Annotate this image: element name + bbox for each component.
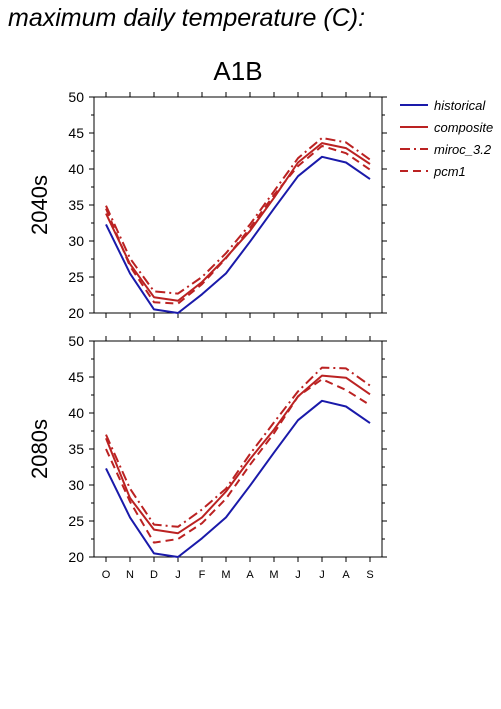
series-line-miroc-3-2 — [105, 366, 371, 528]
x-tick-label: D — [150, 569, 158, 581]
y-tick-label: 35 — [68, 197, 84, 213]
x-tick-label: A — [246, 569, 254, 581]
x-tick-label: M — [269, 569, 278, 581]
x-tick-label: A — [342, 569, 350, 581]
x-tick-label: M — [221, 569, 230, 581]
y-tick-label: 20 — [68, 305, 84, 321]
plot-frame — [93, 96, 383, 314]
series-line-historical — [105, 155, 371, 314]
y-tick-label: 25 — [68, 269, 84, 285]
y-tick-label: 30 — [68, 233, 84, 249]
x-tick-label: J — [295, 569, 301, 581]
series-line-composite — [105, 142, 371, 302]
x-tick-label: O — [102, 569, 111, 581]
plot-frame — [93, 340, 383, 558]
y-tick-label: 35 — [68, 441, 84, 457]
y-axis-label: 2080s — [27, 419, 52, 479]
y-tick-label: 25 — [68, 513, 84, 529]
page-title: maximum daily temperature (C): — [8, 4, 366, 32]
y-tick-label: 45 — [68, 125, 84, 141]
legend-label: composite — [434, 120, 493, 135]
x-tick-label: J — [175, 569, 181, 581]
legend-label: miroc_3.2 — [434, 142, 492, 157]
y-tick-label: 50 — [68, 333, 84, 349]
panel-2080s: 20 25 30 35 40 45 50 O N D J F M A M J J A S 2080s — [27, 333, 387, 581]
y-tick-label: 30 — [68, 477, 84, 493]
legend: historical composite miroc_3.2 pcm1 — [400, 98, 493, 179]
x-tick-label: F — [199, 569, 206, 581]
y-tick-label: 40 — [68, 405, 84, 421]
y-tick-label: 20 — [68, 549, 84, 565]
x-tick-label: S — [366, 569, 373, 581]
legend-label: pcm1 — [433, 164, 466, 179]
x-tick-label: J — [319, 569, 325, 581]
series-line-pcm1 — [105, 145, 371, 305]
series-line-miroc-3-2 — [105, 137, 371, 295]
series-line-composite — [105, 374, 371, 535]
y-tick-label: 50 — [68, 89, 84, 105]
y-axis-label: 2040s — [27, 175, 52, 235]
series-line-pcm1 — [105, 378, 371, 544]
legend-label: historical — [434, 98, 486, 113]
series-line-historical — [105, 399, 371, 558]
scenario-title: A1B — [213, 56, 263, 86]
panel-2040s: 20 25 30 35 40 45 50 2040s — [27, 89, 387, 321]
x-tick-label: N — [126, 569, 134, 581]
y-tick-label: 40 — [68, 161, 84, 177]
y-tick-label: 45 — [68, 369, 84, 385]
